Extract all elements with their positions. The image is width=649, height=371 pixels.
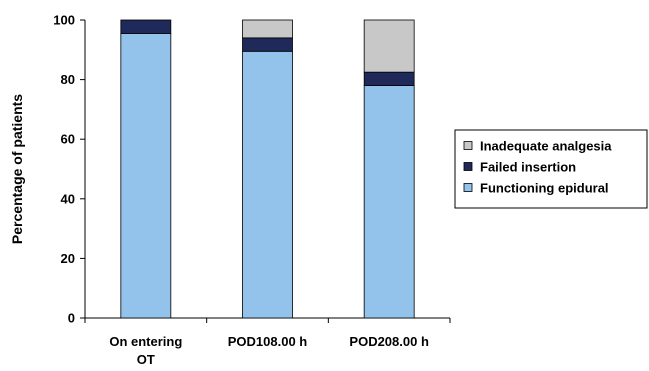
legend-swatch (463, 162, 473, 171)
bar-segment (363, 19, 415, 73)
x-tick-label: POD208.00 h (349, 334, 429, 349)
y-ticks: 0 20 40 60 80 100 (53, 13, 85, 326)
y-tick-label: 100 (53, 13, 75, 28)
y-tick-label: 40 (61, 191, 75, 206)
y-tick-label: 80 (61, 72, 75, 87)
bar-segment (242, 50, 293, 319)
legend-swatch (463, 141, 473, 150)
x-tick-label: POD108.00 h (228, 334, 308, 349)
bar-segment (242, 19, 293, 39)
bar-segment (363, 85, 415, 319)
legend: Inadequate analgesia Failed insertion Func… (454, 129, 648, 209)
y-tick-label: 60 (61, 132, 75, 147)
legend-label: Functioning epidural (480, 181, 609, 196)
bar-segment (363, 71, 415, 86)
x-ticks: On entering OT POD108.00 h POD208.00 h (84, 318, 451, 367)
legend-box (454, 129, 648, 209)
y-axis-title: Percentage of patients (9, 94, 25, 244)
x-tick-label: On entering (109, 334, 182, 349)
legend-label: Inadequate analgesia (480, 139, 612, 154)
y-tick-label: 20 (61, 251, 75, 266)
bars (120, 19, 415, 319)
y-tick-label: 0 (68, 311, 75, 326)
bar-segment (120, 33, 172, 319)
bar-segment (120, 19, 172, 34)
legend-label: Failed insertion (480, 160, 576, 175)
x-tick-label: OT (137, 352, 155, 367)
legend-swatch (463, 183, 473, 192)
bar-segment (242, 37, 293, 52)
